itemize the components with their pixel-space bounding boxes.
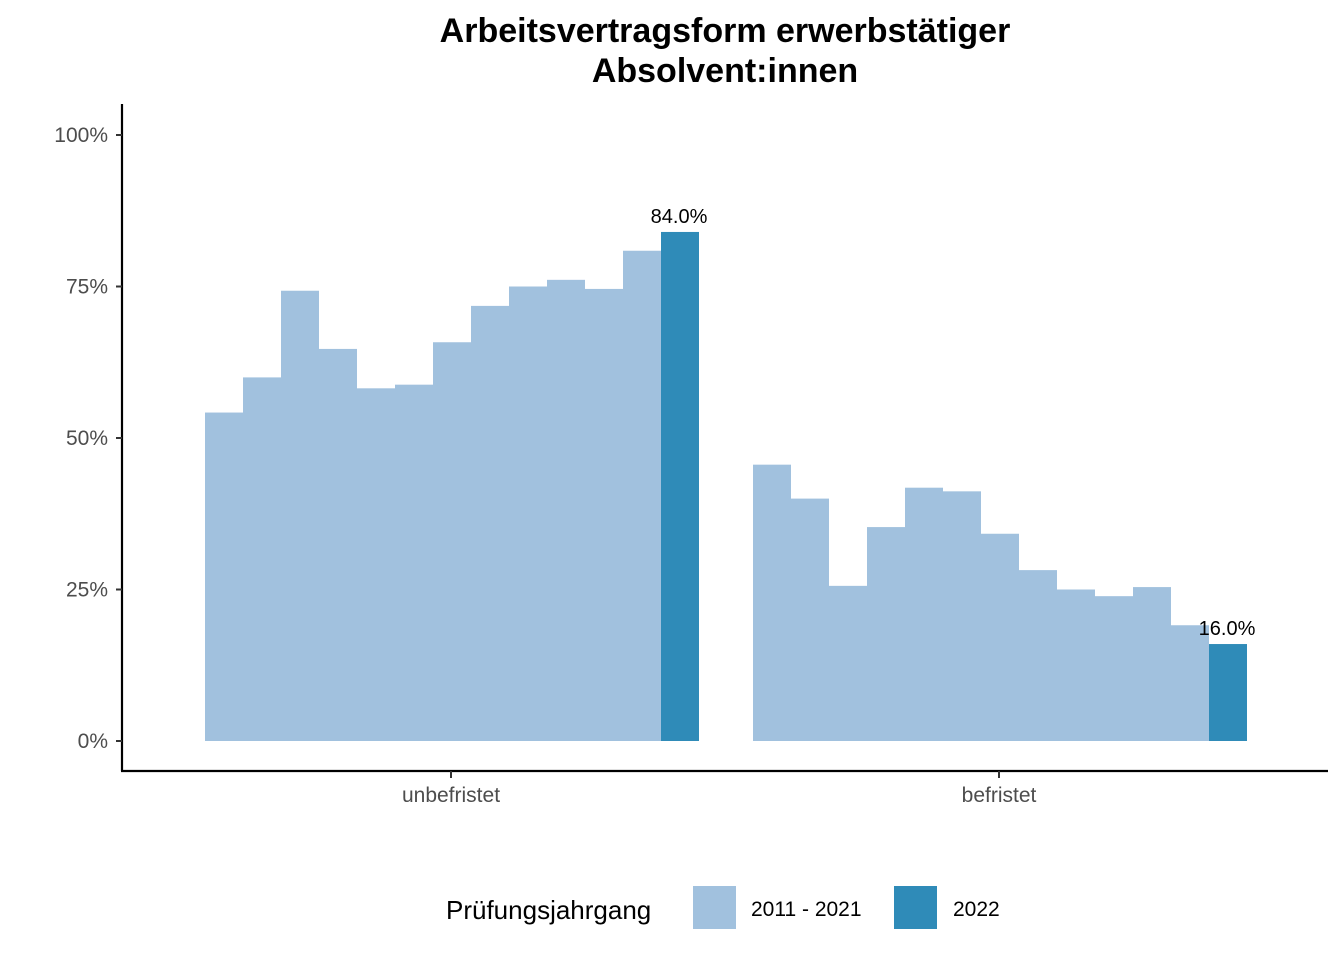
bar-befristet-series0-8 (1057, 589, 1095, 741)
bar-unbefristet-series0-0 (205, 412, 243, 741)
bar-befristet-series0-1 (791, 498, 829, 741)
bar-befristet-series0-6 (981, 533, 1019, 741)
bar-unbefristet-series0-2 (281, 290, 319, 741)
bar-befristet-series0-4 (905, 487, 943, 741)
bar-unbefristet-series0-11 (623, 250, 661, 741)
y-tick-label: 25% (66, 579, 108, 602)
legend-label-2022: 2022 (953, 898, 1000, 921)
y-tick-label: 0% (78, 730, 108, 753)
data-label-befristet: 16.0% (1199, 618, 1256, 640)
chart-title-line2: Absolvent:innen (592, 52, 858, 90)
bar-befristet-series0-11 (1171, 625, 1209, 741)
bars-layer (205, 231, 1247, 741)
bar-unbefristet-series0-1 (243, 377, 281, 741)
legend-swatch-2011-2021 (693, 886, 736, 929)
bar-unbefristet-series0-9 (547, 279, 585, 741)
bar-unbefristet-series0-10 (585, 288, 623, 741)
bar-befristet-series0-2 (829, 585, 867, 741)
y-tick-label: 100% (54, 124, 108, 147)
bar-unbefristet-series0-7 (471, 305, 509, 741)
legend-title: Prüfungsjahrgang (446, 895, 651, 925)
bar-befristet-series0-9 (1095, 596, 1133, 741)
bar-befristet-series0-5 (943, 491, 981, 741)
data-label-unbefristet: 84.0% (651, 206, 708, 228)
bar-befristet-series0-0 (753, 464, 791, 741)
bar-befristet-series0-3 (867, 527, 905, 741)
x-tick-label-unbefristet: unbefristet (402, 784, 500, 807)
chart-title-line1: Arbeitsvertragsform erwerbstätiger (440, 12, 1011, 50)
y-tick-label: 50% (66, 427, 108, 450)
x-tick-label-befristet: befristet (962, 784, 1037, 807)
bar-unbefristet-series0-5 (395, 384, 433, 741)
legend-label-2011-2021: 2011 - 2021 (751, 898, 862, 921)
bar-befristet-series0-10 (1133, 587, 1171, 741)
y-tick-label: 75% (66, 276, 108, 299)
bar-befristet-series0-7 (1019, 570, 1057, 741)
bar-unbefristet-series0-6 (433, 342, 471, 741)
legend-swatch-2022 (894, 886, 937, 929)
bar-unbefristet-series1-0 (661, 231, 699, 741)
bar-befristet-series1-0 (1209, 644, 1247, 741)
data-labels-layer: 84.0% 16.0% (651, 206, 1256, 640)
legend: Prüfungsjahrgang 2011 - 2021 2022 (446, 886, 1000, 929)
bar-unbefristet-series0-4 (357, 388, 395, 741)
bar-unbefristet-series0-3 (319, 348, 357, 741)
bar-unbefristet-series0-8 (509, 286, 547, 741)
axes-layer: 0% 25% 50% 75% 100% unbefristet befristet (54, 104, 1328, 807)
